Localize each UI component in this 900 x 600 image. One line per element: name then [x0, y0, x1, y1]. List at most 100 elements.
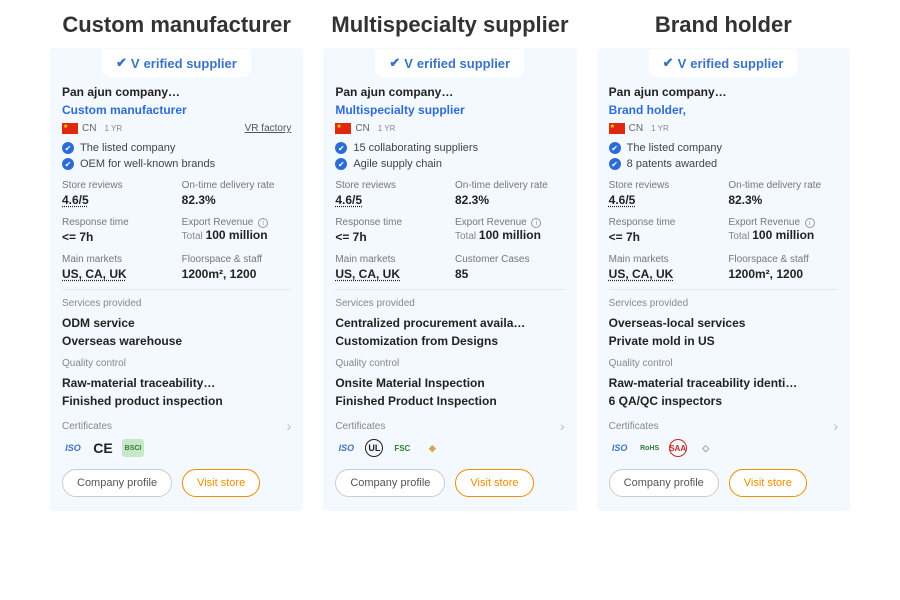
metric-label: Store reviews	[62, 180, 172, 191]
certificates-label: Certificates›	[62, 418, 291, 434]
visit-store-button[interactable]: Visit store	[729, 469, 807, 497]
chevron-right-icon[interactable]: ›	[560, 418, 565, 434]
metrics-grid: Store reviews4.6/5On-time delivery rate8…	[335, 180, 564, 281]
certificates-label: Certificates›	[335, 418, 564, 434]
cert-icons: ISO UL FSC ◆	[335, 439, 564, 457]
check-icon: ✔	[62, 158, 74, 170]
metric-label: Response time	[609, 217, 719, 228]
column-title: Brand holder	[597, 12, 850, 38]
metric-label: Customer Cases	[455, 254, 565, 265]
metric: Store reviews4.6/5	[609, 180, 719, 207]
cert-icon: ◇	[695, 439, 717, 457]
flag-icon	[62, 123, 78, 134]
company-name[interactable]: Pan ajun company…	[609, 85, 838, 99]
section-text: Raw-material traceability…Finished produ…	[62, 374, 291, 410]
metric-value: 82.3%	[728, 193, 838, 207]
cert-icon: FSC	[391, 439, 413, 457]
company-name[interactable]: Pan ajun company…	[62, 85, 291, 99]
visit-store-button[interactable]: Visit store	[182, 469, 260, 497]
section: Services provided ODM serviceOverseas war…	[62, 298, 291, 350]
metric-value: 82.3%	[182, 193, 292, 207]
country-code: CN	[355, 123, 369, 134]
cert-icon: UL	[365, 439, 383, 457]
divider	[609, 289, 838, 290]
section-label: Quality control	[62, 358, 291, 369]
locale-row: CN1 YR	[335, 123, 564, 134]
metric-label: Floorspace & staff	[728, 254, 838, 265]
section: Quality control Raw-material traceability…	[609, 358, 838, 410]
section-text: Onsite Material InspectionFinished Produ…	[335, 374, 564, 410]
highlight-point: ✔8 patents awarded	[609, 158, 838, 170]
country-code: CN	[629, 123, 643, 134]
divider	[335, 289, 564, 290]
highlight-point: ✔15 collaborating suppliers	[335, 142, 564, 154]
section-label: Quality control	[609, 358, 838, 369]
metric-label: Main markets	[62, 254, 172, 265]
section-label: Services provided	[335, 298, 564, 309]
section: Services providedCentralized procurement…	[335, 298, 564, 350]
highlight-point: ✔The listed company	[609, 142, 838, 154]
supplier-type: Multispecialty supplier	[335, 103, 564, 117]
column-title: Custom manufacturer	[50, 12, 303, 38]
metric: Export Revenue iTotal 100 million	[182, 217, 292, 244]
button-row: Company profile Visit store	[609, 469, 838, 497]
metric: Main marketsUS, CA, UK	[335, 254, 445, 281]
years-badge: 1 YR	[651, 124, 669, 133]
metric: Main markets US, CA, UK	[62, 254, 172, 281]
cert-icon: CE	[92, 439, 114, 457]
years-badge: 1 YR	[104, 124, 122, 133]
section-label: Services provided	[609, 298, 838, 309]
metrics-grid: Store reviews4.6/5On-time delivery rate8…	[609, 180, 838, 281]
metric-value: Total 100 million	[455, 228, 565, 242]
cert-icon: ISO	[335, 439, 357, 457]
metrics-grid: Store reviews4.6/5On-time delivery rate8…	[62, 180, 291, 281]
metric: On-time delivery rate82.3%	[182, 180, 292, 207]
check-icon: ✔	[609, 142, 621, 154]
company-profile-button[interactable]: Company profile	[335, 469, 445, 497]
supplier-card: ✔Verified supplierPan ajun company…Brand…	[597, 48, 850, 511]
button-row: Company profile Visit store	[62, 469, 291, 497]
info-icon[interactable]: i	[531, 218, 541, 228]
metric: Response time<= 7h	[609, 217, 719, 244]
section-text: Raw-material traceability identi…6 QA/QC…	[609, 374, 838, 410]
metric-label: Store reviews	[609, 180, 719, 191]
cert-icon: ◆	[421, 439, 443, 457]
check-icon: ✔	[335, 142, 347, 154]
cert-icons: ISOCEBSCI	[62, 439, 291, 457]
metric-value: 85	[455, 267, 565, 281]
chevron-right-icon[interactable]: ›	[287, 418, 292, 434]
cert-icon: ISO	[609, 439, 631, 457]
check-icon: ✔	[62, 142, 74, 154]
verified-badge: ✔Verified supplier	[375, 49, 524, 77]
section-label: Quality control	[335, 358, 564, 369]
info-icon[interactable]: i	[258, 218, 268, 228]
check-icon: ✔	[609, 158, 621, 170]
chevron-right-icon[interactable]: ›	[833, 418, 838, 434]
metric-label: Response time	[62, 217, 172, 228]
flag-icon	[609, 123, 625, 134]
metric: Export Revenue iTotal 100 million	[455, 217, 565, 244]
metric-value: Total 100 million	[728, 228, 838, 242]
metric-label: Export Revenue i	[455, 217, 565, 228]
metric-label: Store reviews	[335, 180, 445, 191]
company-name[interactable]: Pan ajun company…	[335, 85, 564, 99]
vr-factory-link[interactable]: VR factory	[245, 123, 292, 134]
cert-icons: ISORoHSSAA◇	[609, 439, 838, 457]
section-label: Services provided	[62, 298, 291, 309]
section-text: ODM serviceOverseas warehouse	[62, 314, 291, 350]
verified-badge: ✔Verified supplier	[102, 49, 251, 77]
company-profile-button[interactable]: Company profile	[609, 469, 719, 497]
visit-store-button[interactable]: Visit store	[455, 469, 533, 497]
info-icon[interactable]: i	[805, 218, 815, 228]
supplier-type: Custom manufacturer	[62, 103, 291, 117]
metric-value: US, CA, UK	[335, 267, 445, 281]
verified-badge: ✔Verified supplier	[649, 49, 798, 77]
metric: Floorspace & staff1200m², 1200	[728, 254, 838, 281]
certificates-label: Certificates›	[609, 418, 838, 434]
check-icon: ✔	[335, 158, 347, 170]
company-profile-button[interactable]: Company profile	[62, 469, 172, 497]
metric: Customer Cases 85	[455, 254, 565, 281]
section: Quality control Raw-material traceability…	[62, 358, 291, 410]
highlight-point: ✔OEM for well-known brands	[62, 158, 291, 170]
metric-value: US, CA, UK	[62, 267, 172, 281]
